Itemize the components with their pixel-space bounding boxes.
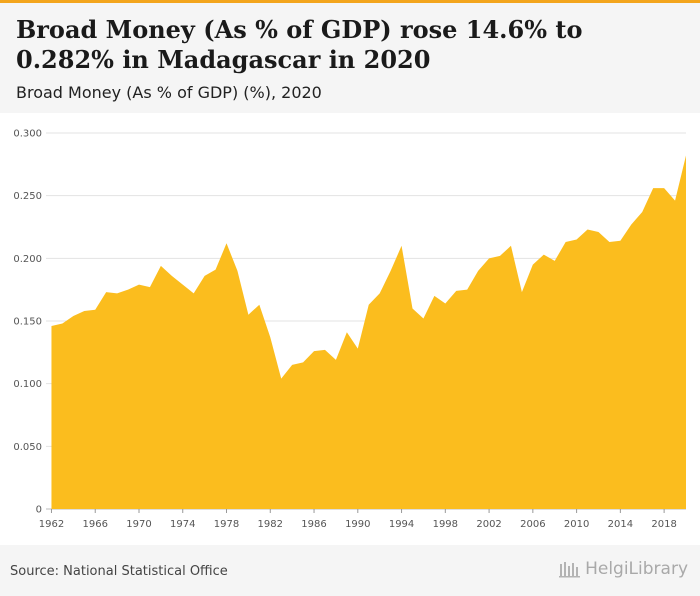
data-point <box>60 322 64 326</box>
top-accent-bar <box>0 0 700 3</box>
data-point <box>323 348 327 352</box>
data-point <box>203 274 207 278</box>
y-tick-label: 0.300 <box>13 129 42 140</box>
x-tick-label: 1974 <box>170 519 195 530</box>
x-axis: 1962 1966 1970 1974 1978 1982 1986 1990 1994 1998… <box>39 509 677 530</box>
data-point <box>673 199 677 203</box>
data-point <box>93 308 97 312</box>
data-point <box>279 377 283 381</box>
data-point <box>148 285 152 289</box>
data-point <box>71 314 75 318</box>
data-point <box>181 283 185 287</box>
data-point <box>345 330 349 334</box>
data-point <box>564 240 568 244</box>
chart-header: Broad Money (As % of GDP) rose 14.6% to … <box>0 3 700 113</box>
data-point <box>378 291 382 295</box>
data-point <box>465 288 469 292</box>
data-point <box>443 301 447 305</box>
data-point <box>334 358 338 362</box>
data-point <box>520 290 524 294</box>
source-note: Source: National Statistical Office <box>10 564 228 579</box>
chart-subtitle: Broad Money (As % of GDP) (%), 2020 <box>16 83 322 102</box>
data-point <box>235 269 239 273</box>
data-point <box>268 335 272 339</box>
y-tick-label: 0.150 <box>13 317 42 328</box>
x-tick-label: 1986 <box>301 519 326 530</box>
data-point <box>498 254 502 258</box>
data-point <box>301 360 305 364</box>
data-point <box>257 303 261 307</box>
data-point <box>225 241 229 245</box>
data-point <box>410 306 414 310</box>
data-point <box>454 289 458 293</box>
data-point <box>607 240 611 244</box>
data-point <box>531 263 535 267</box>
x-tick-label: 1990 <box>345 519 370 530</box>
data-area <box>49 154 688 509</box>
data-point <box>618 239 622 243</box>
series-area <box>51 155 686 509</box>
data-point <box>356 347 360 351</box>
x-tick-label: 1998 <box>433 519 458 530</box>
x-tick-label: 2014 <box>608 519 633 530</box>
x-tick-label: 1966 <box>83 519 108 530</box>
x-tick-label: 2002 <box>476 519 501 530</box>
y-tick-label: 0.250 <box>13 191 42 202</box>
data-point <box>126 288 130 292</box>
data-point <box>629 222 633 226</box>
x-tick-label: 2006 <box>520 519 545 530</box>
data-point <box>104 290 108 294</box>
data-point <box>159 264 163 268</box>
data-point <box>137 283 141 287</box>
y-tick-label: 0 <box>36 505 42 516</box>
data-point <box>432 294 436 298</box>
data-point <box>586 228 590 232</box>
data-point <box>82 309 86 313</box>
data-point <box>575 238 579 242</box>
data-point <box>542 253 546 257</box>
data-point <box>49 324 53 328</box>
y-tick-label: 0.100 <box>13 379 42 390</box>
data-point <box>214 268 218 272</box>
x-tick-label: 1982 <box>258 519 283 530</box>
data-point <box>662 186 666 190</box>
x-tick-label: 2010 <box>564 519 589 530</box>
data-point <box>115 291 119 295</box>
y-tick-label: 0.200 <box>13 254 42 265</box>
data-point <box>192 291 196 295</box>
data-point <box>367 303 371 307</box>
data-point <box>170 274 174 278</box>
data-point <box>389 269 393 273</box>
data-point <box>553 259 557 263</box>
data-point <box>312 349 316 353</box>
chart-title: Broad Money (As % of GDP) rose 14.6% to … <box>16 15 583 74</box>
data-point <box>596 230 600 234</box>
data-point <box>487 256 491 260</box>
data-point <box>400 244 404 248</box>
brand-name: HelgiLibrary <box>585 559 688 579</box>
data-point <box>651 186 655 190</box>
y-tick-label: 0.050 <box>13 442 42 453</box>
data-point <box>640 210 644 214</box>
data-point <box>421 316 425 320</box>
data-point <box>246 313 250 317</box>
library-icon <box>559 562 581 578</box>
x-tick-label: 1978 <box>214 519 239 530</box>
x-tick-label: 2018 <box>651 519 676 530</box>
area-chart: 0 0.050 0.100 0.150 0.200 0.250 0.300 1962 1966… <box>13 129 688 530</box>
brand-logo[interactable]: HelgiLibrary <box>559 559 688 579</box>
x-tick-label: 1994 <box>389 519 414 530</box>
data-point <box>509 244 513 248</box>
data-point <box>476 269 480 273</box>
x-tick-label: 1970 <box>126 519 151 530</box>
data-point <box>290 363 294 367</box>
y-axis: 0 0.050 0.100 0.150 0.200 0.250 0.300 <box>13 129 42 516</box>
data-point <box>684 154 688 158</box>
x-tick-label: 1962 <box>39 519 64 530</box>
chart-footer: Source: National Statistical Office Helg… <box>0 545 700 596</box>
